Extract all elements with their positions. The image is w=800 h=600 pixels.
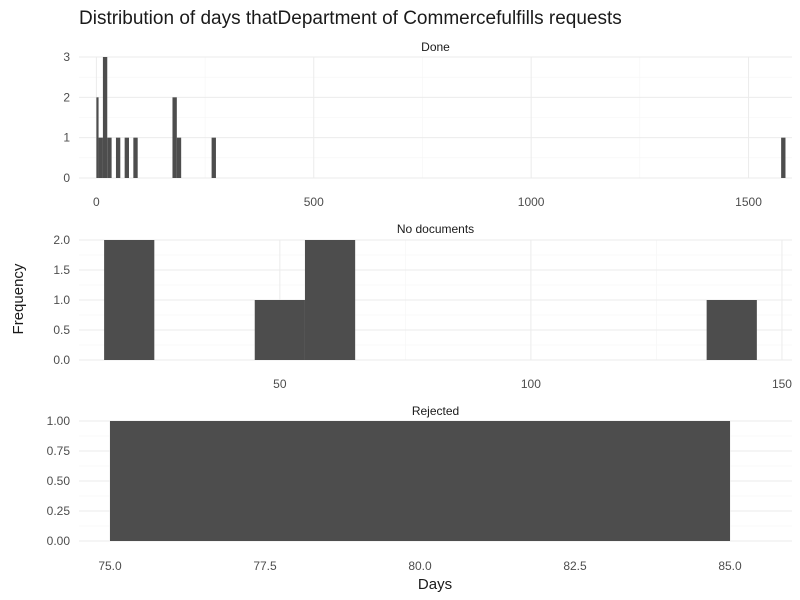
- x-tick-label: 50: [273, 377, 287, 391]
- y-tick-label: 1: [63, 131, 70, 145]
- y-tick-label: 1.00: [47, 414, 71, 428]
- y-tick-label: 2.0: [53, 233, 70, 247]
- x-tick-label: 85.0: [718, 559, 742, 573]
- y-tick-label: 0.75: [47, 444, 71, 458]
- x-tick-label: 0: [93, 195, 100, 209]
- y-tick-label: 3: [63, 50, 70, 64]
- x-tick-label: 75.0: [98, 559, 122, 573]
- x-tick-label: 1000: [518, 195, 545, 209]
- facet-strip-label: No documents: [397, 222, 474, 236]
- x-tick-label: 82.5: [563, 559, 587, 573]
- facet-strip-label: Done: [421, 40, 450, 54]
- histogram-bar: [107, 137, 112, 178]
- histogram-bar: [133, 137, 138, 178]
- facet-panel: No documents 0.0 0.5 1.0 1.5 2.0 50 100 150: [53, 222, 792, 391]
- histogram-bar: [104, 240, 155, 360]
- histogram-bar: [254, 300, 305, 360]
- x-tick-label: 150: [772, 377, 792, 391]
- facet-panel: Done 0 1 2 3 0 500 1000 1500: [63, 40, 792, 209]
- y-tick-label: 0.5: [53, 323, 70, 337]
- histogram-bar: [781, 137, 786, 178]
- histogram-bar: [304, 240, 356, 360]
- x-axis-label: Days: [418, 576, 452, 593]
- y-tick-label: 1.5: [53, 263, 70, 277]
- x-tick-label: 80.0: [408, 559, 432, 573]
- histogram-bar: [706, 300, 757, 360]
- histogram-bar: [176, 137, 182, 178]
- histogram-bar: [211, 137, 216, 178]
- histogram-bar: [124, 137, 129, 178]
- facet-panel: Rejected 0.00 0.25 0.50 0.75 1.00 75.0 77.5 80.0…: [47, 404, 792, 573]
- y-tick-label: 0.0: [53, 353, 70, 367]
- histogram-bar: [110, 421, 730, 541]
- x-tick-label: 77.5: [253, 559, 277, 573]
- y-axis-label: Frequency: [10, 263, 27, 334]
- x-tick-label: 500: [304, 195, 324, 209]
- y-tick-label: 0.25: [47, 504, 71, 518]
- histogram-bar: [98, 137, 103, 178]
- histogram-bar: [115, 137, 121, 178]
- histogram-bar: [102, 57, 108, 178]
- y-tick-label: 0.50: [47, 474, 71, 488]
- y-tick-label: 1.0: [53, 293, 70, 307]
- y-tick-label: 2: [63, 90, 70, 104]
- facet-strip-label: Rejected: [412, 404, 459, 418]
- histogram-bar: [172, 97, 177, 178]
- histogram-bar: [96, 97, 99, 178]
- chart-title: Distribution of days thatDepartment of C…: [79, 8, 622, 29]
- x-tick-label: 100: [521, 377, 541, 391]
- x-tick-label: 1500: [735, 195, 762, 209]
- y-tick-label: 0: [63, 171, 70, 185]
- facet-panels: Done 0 1 2 3 0 500 1000 1500 No documents 0.0 0.5 1.…: [47, 40, 793, 573]
- y-tick-label: 0.00: [47, 534, 71, 548]
